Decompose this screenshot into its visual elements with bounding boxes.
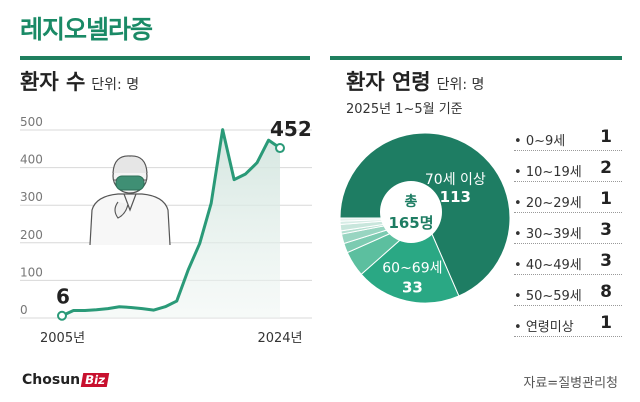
end-points — [57, 143, 285, 321]
legend-item: • 40~49세 3 — [514, 248, 622, 275]
legend-item: • 20~29세 1 — [514, 186, 622, 213]
legend-item: • 50~59세 8 — [514, 279, 622, 306]
legend-value: 3 — [600, 220, 612, 240]
slice-label-60s: 60~69세 — [382, 261, 442, 277]
x-tick-label-end: 2024년 — [257, 331, 302, 346]
slice-value-70plus: 113 — [440, 188, 471, 206]
legend-label: 연령미상 — [525, 320, 574, 335]
legend-value: 2 — [600, 158, 612, 178]
bullet-icon: • — [514, 134, 526, 149]
chart-title-text: 환자 연령 — [346, 70, 431, 94]
start-value-label: 6 — [56, 285, 70, 309]
legend-label: 30~39세 — [525, 227, 582, 242]
y-tick-label: 100 — [20, 265, 43, 279]
bullet-icon: • — [514, 258, 526, 273]
bullet-icon: • — [514, 227, 526, 242]
chart-unit: 단위: 명 — [91, 77, 140, 93]
logo-main: Chosun — [22, 372, 81, 388]
legend-label: 40~49세 — [525, 258, 582, 273]
masked-patient-icon — [89, 155, 171, 246]
section-divider-right — [330, 56, 622, 60]
legend-label: 20~29세 — [525, 196, 582, 211]
y-tick-label: 400 — [20, 153, 43, 167]
legend-item: • 10~19세 2 — [514, 155, 622, 182]
slice-label-70plus: 70세 이상 — [425, 172, 486, 188]
y-tick-label: 200 — [20, 228, 43, 242]
legend-value: 3 — [600, 251, 612, 271]
pie-chart: 총 165명 70세 이상 113 60~69세 33 — [339, 132, 510, 304]
legend-value: 1 — [600, 127, 612, 147]
legend-value: 1 — [600, 313, 612, 333]
area-fill — [62, 129, 280, 318]
chart-title-patients: 환자 수 단위: 명 — [20, 66, 139, 96]
page-title: 레지오넬라증 — [20, 15, 153, 44]
end-value-label: 452 — [270, 117, 312, 141]
source-note: 자료=질병관리청 — [523, 376, 618, 391]
bullet-icon: • — [514, 289, 526, 304]
pie-slice — [360, 217, 460, 304]
line-chart: 0 100 200 300 400 500 6 452 2005년 2024년 — [20, 115, 312, 346]
section-divider-left — [20, 56, 310, 60]
legend-value: 1 — [600, 189, 612, 209]
data-point — [275, 143, 285, 154]
bullet-icon: • — [514, 196, 526, 211]
logo: Chosun Biz — [22, 372, 110, 388]
chart-title-text: 환자 수 — [20, 70, 86, 94]
series-line — [61, 128, 281, 318]
legend-label: 10~19세 — [525, 165, 582, 180]
legend-label: 50~59세 — [525, 289, 582, 304]
center-value: 165명 — [388, 214, 433, 232]
slice-value-60s: 33 — [402, 279, 423, 297]
logo-biz: Biz — [80, 373, 110, 387]
chart-subtitle: 2025년 1~5월 기준 — [346, 102, 463, 117]
legend-item: • 연령미상 1 — [514, 310, 622, 337]
x-tick-label-start: 2005년 — [40, 331, 85, 346]
bullet-icon: • — [514, 165, 526, 180]
legend-item: • 0~9세 1 — [514, 124, 622, 151]
donut-center — [380, 181, 442, 243]
chart-unit: 단위: 명 — [436, 77, 485, 93]
y-tick-label: 300 — [20, 190, 43, 204]
legend-label: 0~9세 — [525, 134, 566, 149]
y-tick-label: 500 — [20, 115, 43, 129]
bullet-icon: • — [514, 320, 526, 335]
legend-value: 8 — [600, 282, 612, 302]
data-point — [57, 310, 67, 321]
y-tick-label: 0 — [20, 303, 28, 317]
chart-title-age: 환자 연령 단위: 명 — [346, 66, 484, 96]
legend-item: • 30~39세 3 — [514, 217, 622, 244]
center-label: 총 — [405, 194, 418, 210]
